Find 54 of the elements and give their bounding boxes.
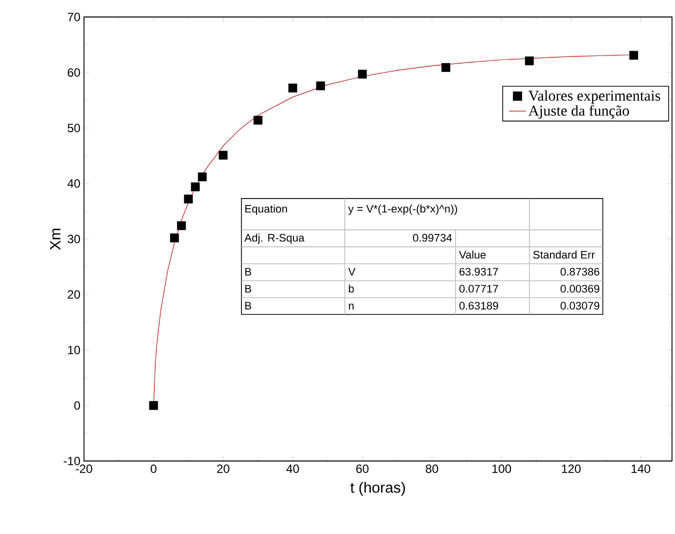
x-tick-label: 120 <box>562 464 581 473</box>
y-tick-label: 70 <box>68 12 80 22</box>
x-tick-label: 140 <box>632 464 650 473</box>
y-tick-label: 30 <box>68 234 80 244</box>
y-tick-label: 20 <box>68 290 80 299</box>
legend-label: Valores experimentais <box>528 90 660 104</box>
annotation: Standard Err <box>533 250 595 259</box>
y-tick-label: -10 <box>64 456 80 466</box>
annotation: Value <box>459 250 486 259</box>
legend-label: Ajuste da função <box>528 105 629 119</box>
annotation: B <box>245 302 252 310</box>
annotation: 0.00369 <box>560 284 600 293</box>
annotation: Adj. R-Squa <box>244 234 304 244</box>
y-tick-label: 10 <box>68 346 80 354</box>
y-tick-label: 40 <box>67 179 80 188</box>
x-axis-title: t (horas) <box>350 482 405 496</box>
x-tick-label: 20 <box>217 464 230 473</box>
annotation: n <box>348 304 354 310</box>
y-axis-title: Xm <box>50 228 60 250</box>
annotation: B <box>245 268 252 276</box>
x-tick-label: -20 <box>76 464 92 473</box>
point <box>198 172 207 182</box>
annotation: 0.87386 <box>560 268 600 276</box>
point <box>316 81 325 90</box>
x-tick-label: 0 <box>150 464 156 473</box>
y-tick-label: 50 <box>68 124 80 132</box>
annotation: 0.07717 <box>459 284 498 293</box>
point <box>629 50 638 60</box>
point <box>177 221 186 230</box>
point <box>358 70 367 79</box>
x-tick-label: 60 <box>356 464 369 473</box>
annotation: 0.99734 <box>413 234 452 242</box>
x-tick-label: 100 <box>492 464 512 473</box>
annotation: Equation <box>245 204 287 215</box>
annotation: V <box>348 268 356 276</box>
point <box>170 233 179 242</box>
x-tick-label: 80 <box>426 464 438 473</box>
point <box>441 63 450 72</box>
annotation: 0.63189 <box>459 302 498 310</box>
y-tick-label: 60 <box>68 68 80 77</box>
annotation: 0.03079 <box>560 302 600 310</box>
x-tick-label: 40 <box>286 464 299 473</box>
point <box>524 56 534 66</box>
annotation: y = V*(1-exp(-(b*x)^n)) <box>348 204 458 215</box>
annotation: B <box>245 284 252 292</box>
y-tick-label: 0 <box>74 401 80 410</box>
annotation: 63.9317 <box>460 268 498 276</box>
point <box>184 194 193 204</box>
point <box>288 84 298 92</box>
point <box>254 116 262 125</box>
point <box>190 182 200 192</box>
point <box>149 401 158 410</box>
point <box>218 150 228 160</box>
annotation: b <box>348 284 354 293</box>
